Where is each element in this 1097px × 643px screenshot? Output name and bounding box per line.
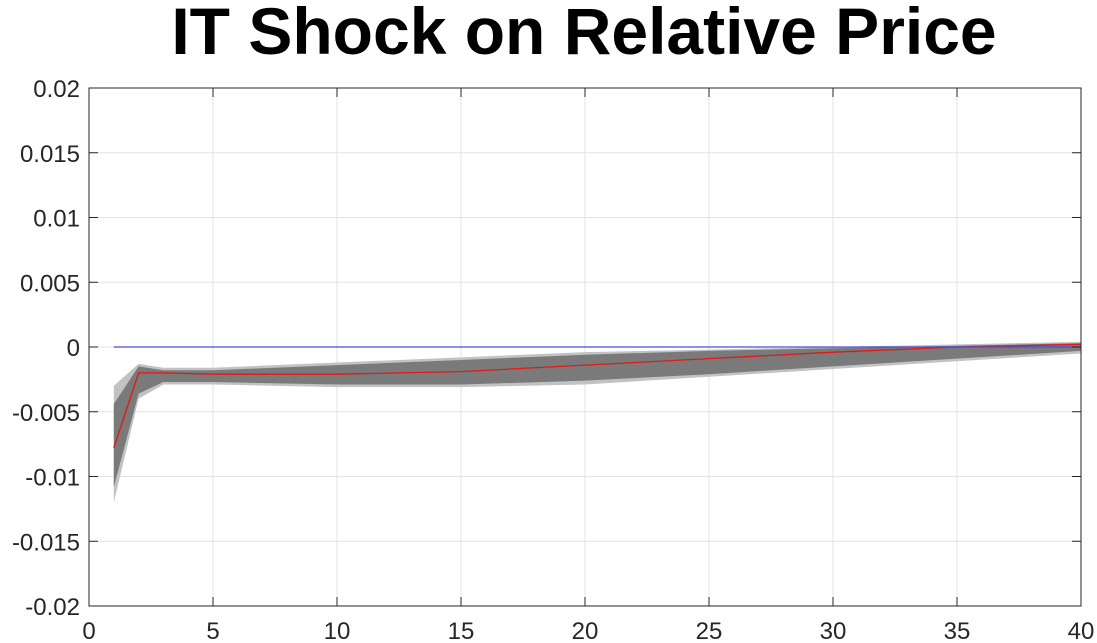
y-tick-label: -0.01 <box>25 465 80 492</box>
band-layer <box>113 341 1082 503</box>
y-tick-label: 0.005 <box>20 270 80 297</box>
y-tick-label: -0.02 <box>25 594 80 621</box>
y-tick-label: 0 <box>67 335 80 362</box>
y-tick-label: 0.015 <box>20 141 80 168</box>
x-tick-label: 0 <box>82 618 95 643</box>
x-tick-label: 20 <box>572 618 599 643</box>
inner-confidence-band <box>113 343 1082 487</box>
x-tick-label: 5 <box>206 618 219 643</box>
x-tick-label: 35 <box>944 618 971 643</box>
y-tick-label: 0.01 <box>33 206 80 233</box>
y-tick-label: 0.02 <box>33 76 80 103</box>
median-response-line <box>113 343 1082 449</box>
y-tick-label: -0.005 <box>12 400 80 427</box>
x-tick-label: 10 <box>324 618 351 643</box>
x-tick-label: 30 <box>820 618 847 643</box>
y-tick-label: -0.015 <box>12 529 80 556</box>
x-tick-label: 40 <box>1068 618 1095 643</box>
x-tick-label: 15 <box>448 618 475 643</box>
label-layer: 0 5 10 15 20 25 30 35 40 0.02 0.015 0.01 0.005 0 -0.00… <box>12 76 1094 643</box>
chart-title: IT Shock on Relative Price <box>171 0 997 68</box>
line-layer <box>113 343 1082 449</box>
axis-layer <box>88 87 1082 607</box>
x-tick-label: 25 <box>696 618 723 643</box>
